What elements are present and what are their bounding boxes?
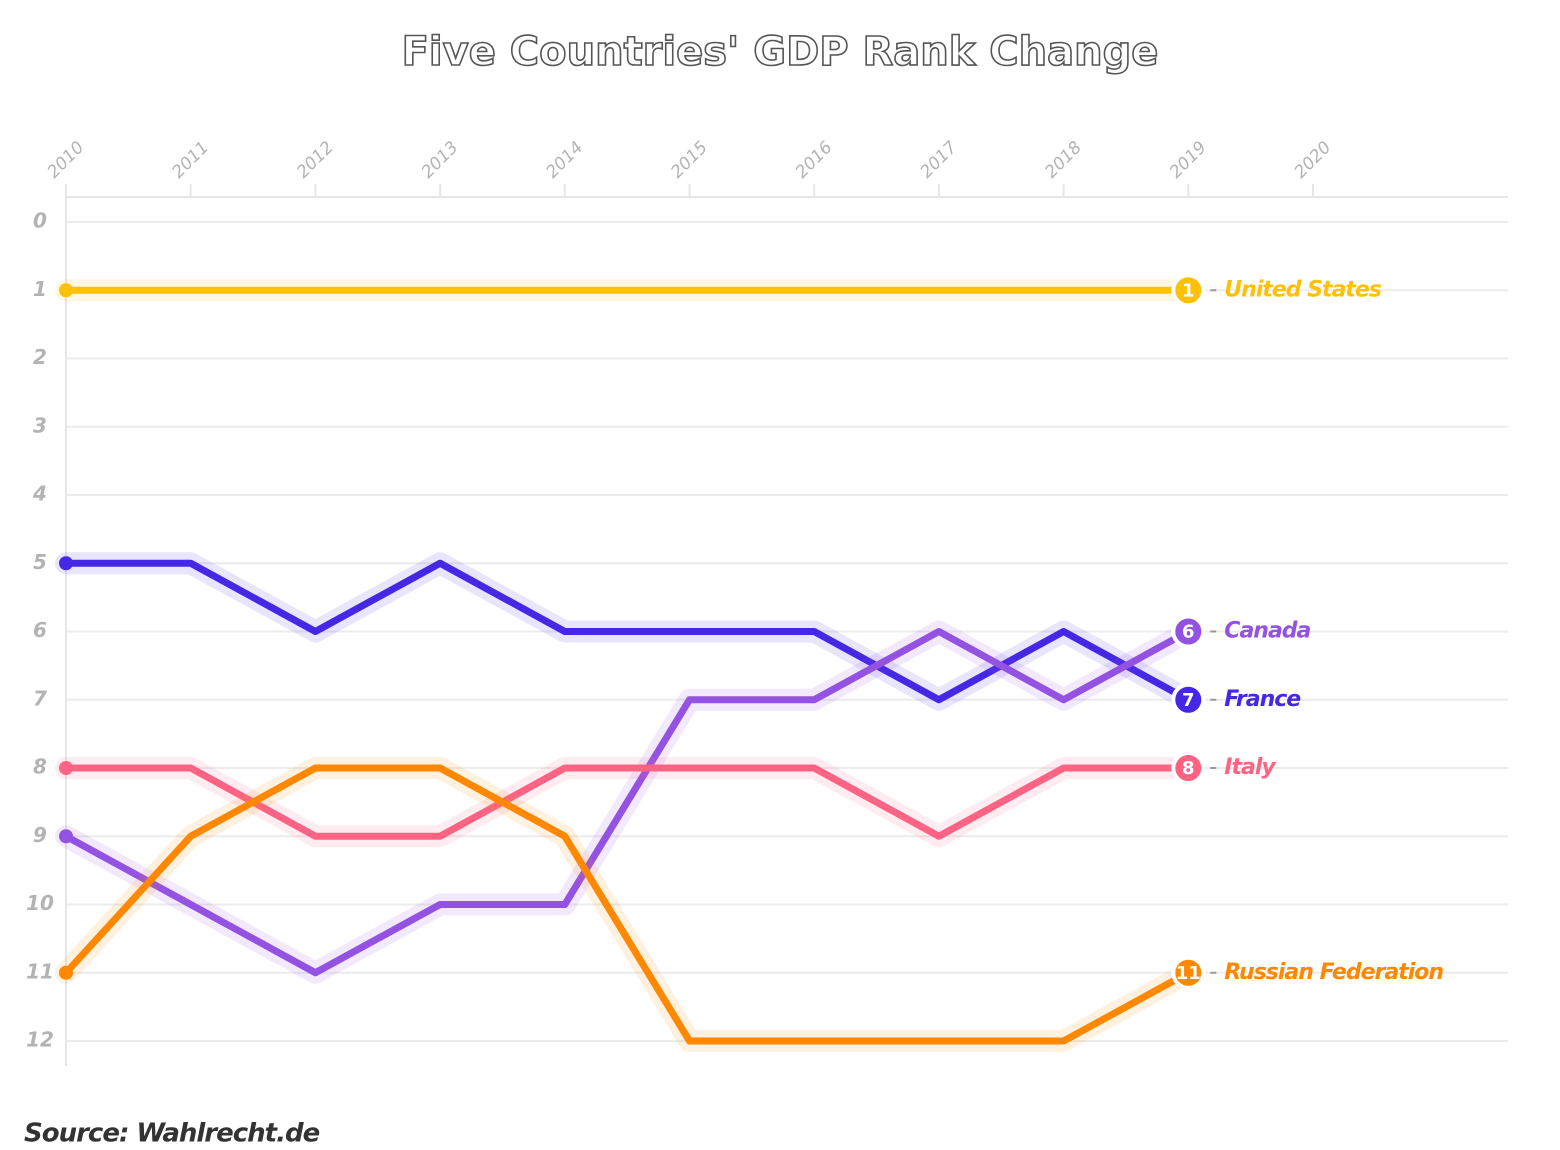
end-value: 7 (1182, 690, 1195, 711)
x-tick-label: 2015 (667, 138, 712, 183)
chart-title: Five Countries' GDP Rank Change (402, 29, 1159, 75)
start-dot (59, 761, 73, 775)
y-tick-label: 11 (26, 959, 54, 983)
start-dot (59, 283, 73, 298)
y-tick-label: 4 (32, 482, 47, 506)
y-tick-label: 5 (33, 550, 47, 574)
end-badge (1171, 751, 1206, 785)
x-tick-label: 2020 (1291, 138, 1336, 183)
x-tick-label: 2011 (168, 138, 213, 183)
series-label: Canada (1224, 619, 1310, 644)
y-tick-label: 10 (26, 891, 54, 915)
source: Source: Wahlrecht.de (24, 1119, 320, 1149)
y-tick-label: 7 (33, 686, 47, 710)
end-badge (1171, 614, 1206, 649)
y-tick-label: 12 (26, 1028, 54, 1052)
y-tick-label: 2 (33, 345, 47, 369)
series-label: France (1224, 687, 1301, 712)
end-value: 1 (1182, 280, 1195, 301)
y-tick-label: 9 (33, 823, 47, 847)
y-tick-label: 8 (33, 755, 47, 779)
end-badge (1171, 955, 1206, 990)
start-dot (59, 829, 73, 844)
line (63, 764, 1190, 1045)
x-tick-label: 2017 (917, 138, 962, 183)
x-tick-label: 2016 (792, 138, 837, 183)
x-tick-label: 2013 (418, 138, 463, 183)
y-tick-label: 1 (33, 277, 47, 301)
start-dot (59, 965, 73, 980)
x-tick-label: 2019 (1166, 138, 1211, 183)
end-value: 11 (1176, 963, 1201, 984)
end-badge (1171, 273, 1206, 308)
series-label: United States (1224, 277, 1382, 302)
x-tick-label: 2014 (542, 138, 587, 183)
x-tick-label: 2010 (44, 138, 89, 183)
y-tick-label: 3 (33, 413, 47, 437)
end-value: 6 (1182, 622, 1195, 643)
x-tick-label: 2012 (293, 138, 338, 183)
series-label: Russian Federation (1224, 960, 1443, 985)
y-tick-label: 6 (33, 618, 47, 642)
series-label: Italy (1224, 755, 1277, 780)
end-badge (1171, 682, 1206, 717)
end-value: 8 (1182, 758, 1195, 779)
x-tick-label: 2018 (1041, 138, 1086, 183)
start-dot (59, 556, 73, 571)
y-tick-label: 0 (33, 209, 47, 233)
line (64, 628, 1190, 977)
